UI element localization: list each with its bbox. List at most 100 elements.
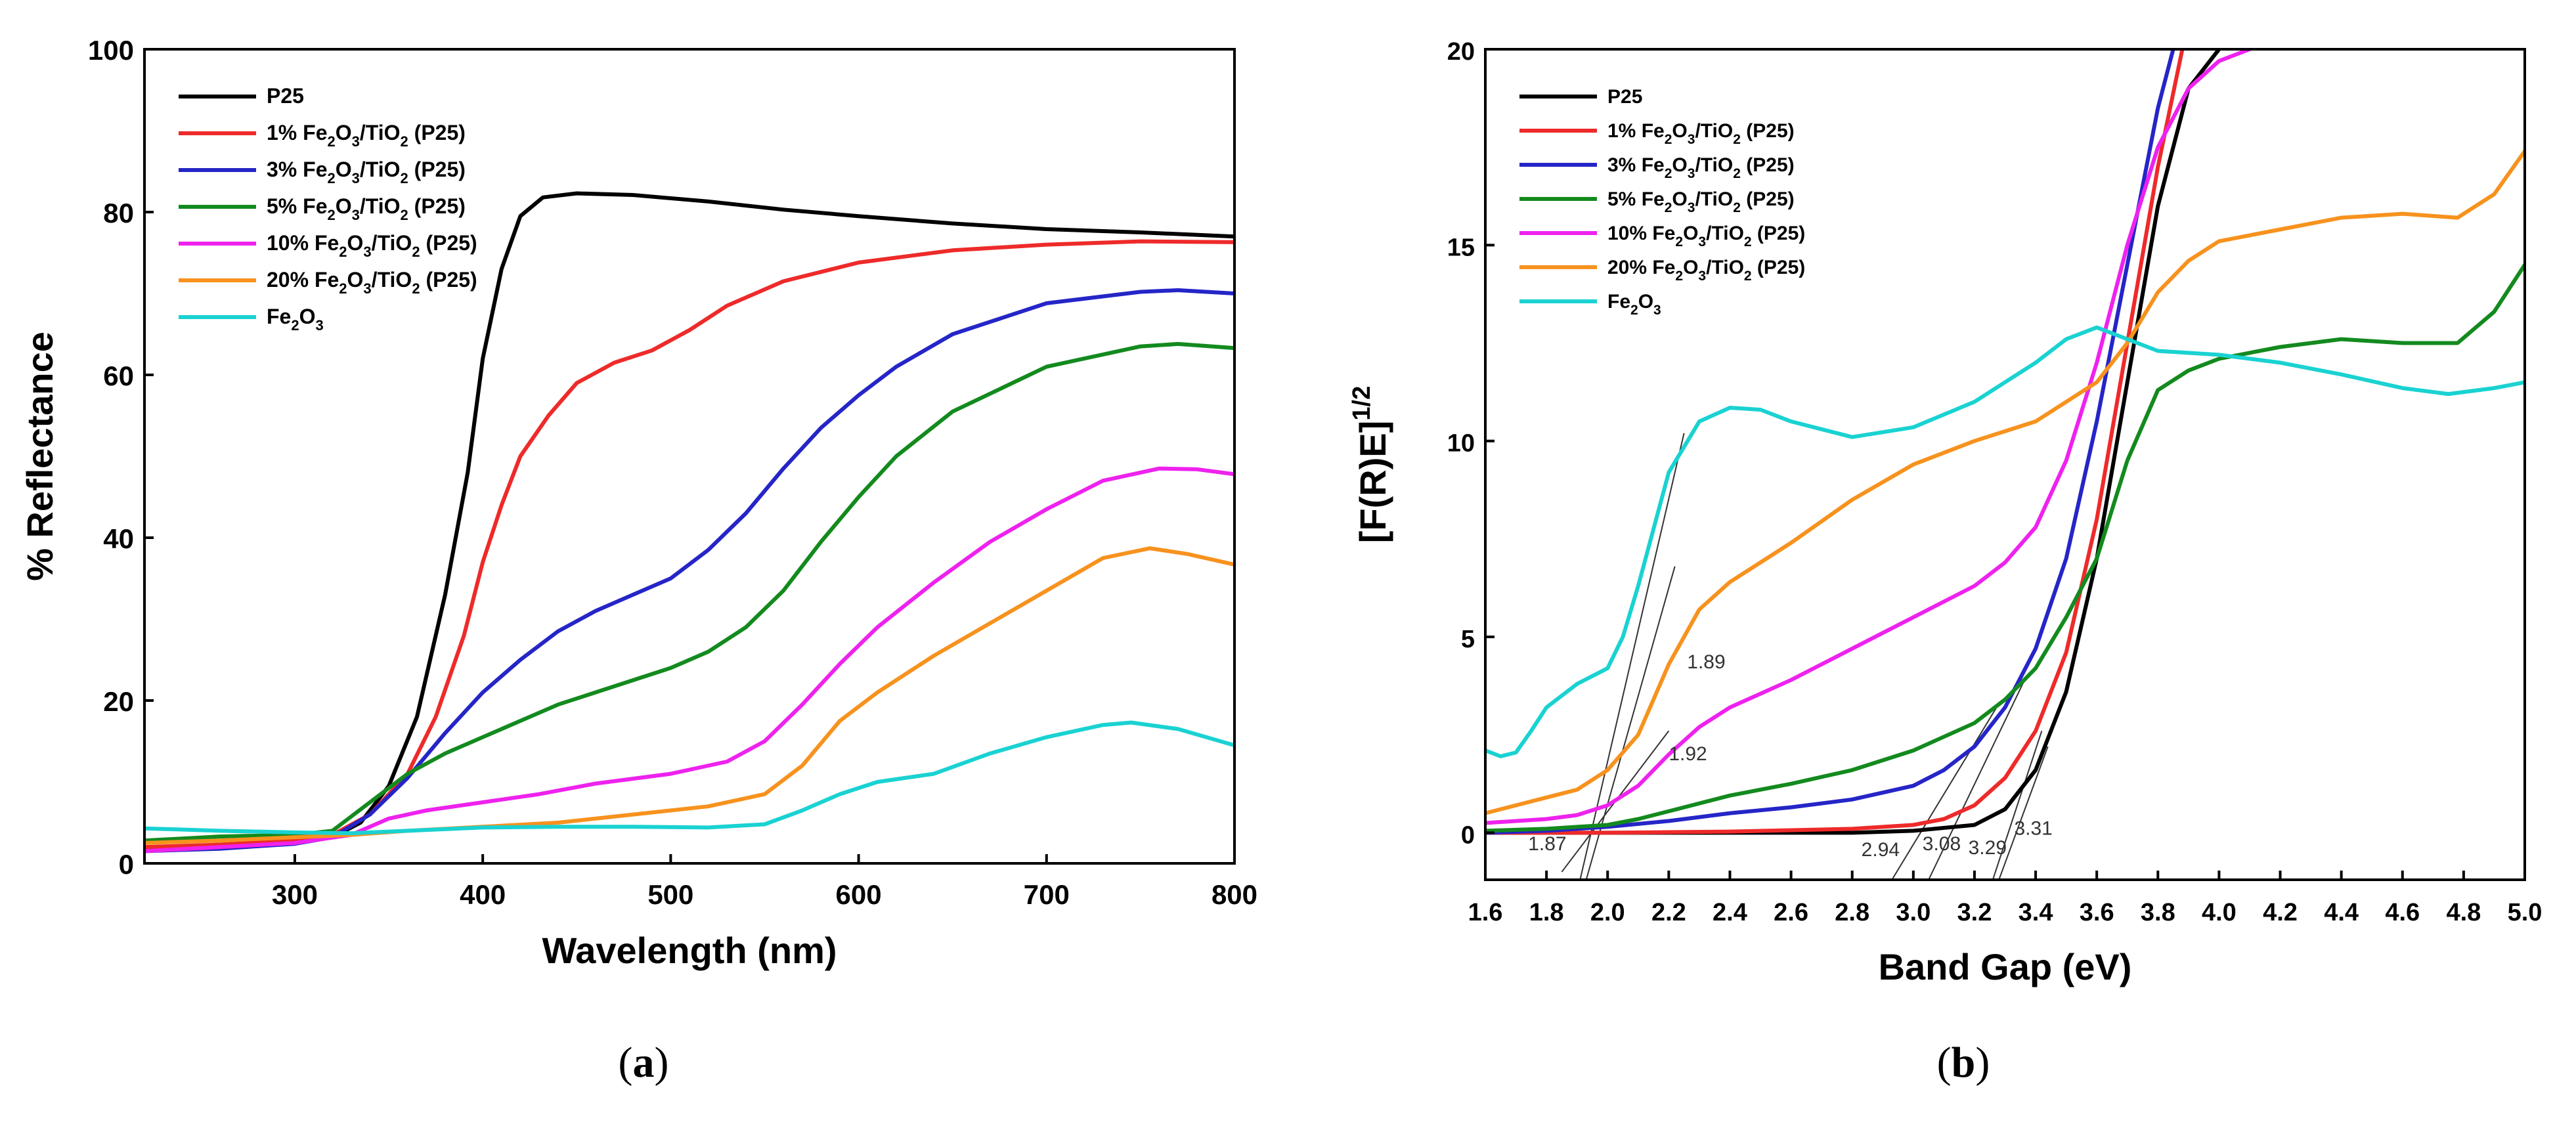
legend-label-fe2o3: Fe2O3 — [1607, 291, 1661, 318]
band-gap-annotation: 3.29 — [1969, 837, 2007, 859]
legend-label-part: (P25) — [408, 194, 466, 218]
legend-label-part: 3 — [1698, 234, 1706, 249]
band-gap-annotation: 2.94 — [1862, 839, 1900, 861]
y-tick-label: 20 — [1447, 38, 1475, 66]
legend-label-part: 3 — [315, 317, 323, 334]
legend-label-part: O — [299, 305, 316, 328]
legend-label-part: 2 — [339, 280, 347, 297]
x-tick-label: 700 — [1024, 879, 1070, 910]
legend-label-part: 3% Fe — [267, 158, 327, 181]
legend-label-20-fe2o3-tio2-p25: 20% Fe2O3/TiO2 (P25) — [267, 268, 477, 297]
y-tick-label: 15 — [1447, 234, 1475, 261]
y-tick-label: 10 — [1447, 430, 1475, 458]
tangent-line-1 — [1579, 433, 1685, 880]
x-tick-label: 3.0 — [1896, 899, 1931, 926]
series-line-10-fe2o3-tio2-p25 — [144, 466, 1234, 854]
x-tick-label: 3.8 — [2141, 899, 2175, 926]
y-axis-label-text: [F(R)E] — [1352, 421, 1393, 544]
legend-label-part: 10% Fe — [1607, 223, 1675, 244]
x-tick-label: 1.6 — [1468, 899, 1503, 926]
x-tick-label: 4.0 — [2202, 899, 2237, 926]
x-tick-label: 3.4 — [2019, 899, 2053, 926]
legend-label-part: /TiO — [372, 268, 412, 292]
legend-label-part: /TiO — [1695, 154, 1733, 176]
series-line-1-fe2o3-tio2-p25 — [1485, 49, 2185, 835]
legend-label-5-fe2o3-tio2-p25: 5% Fe2O3/TiO2 (P25) — [267, 194, 466, 223]
x-tick-label: 400 — [460, 879, 506, 910]
series-lines — [144, 191, 1234, 854]
legend-label-part: 2 — [1675, 234, 1683, 249]
legend-label-p25: P25 — [1607, 86, 1642, 108]
legend-label-part: 3 — [352, 170, 360, 186]
legend-label-part: 2 — [401, 207, 408, 223]
tangent-line-5 — [1928, 676, 2027, 880]
band-gap-annotation: 3.31 — [2014, 817, 2052, 839]
x-tick-label: 4.2 — [2263, 899, 2298, 926]
legend-label-5-fe2o3-tio2-p25: 5% Fe2O3/TiO2 (P25) — [1607, 188, 1795, 215]
legend-label-part: 3 — [1653, 303, 1661, 318]
panel-a-caption: (a) — [619, 1039, 669, 1087]
y-tick-label: 0 — [1461, 821, 1475, 849]
plot-frame — [143, 48, 1236, 865]
x-tick-label: 1.8 — [1529, 899, 1564, 926]
y-tick-label: 100 — [88, 35, 134, 66]
legend-label-part: O — [336, 194, 352, 218]
legend-label-part: Fe — [1607, 291, 1630, 313]
legend-label-part: 2 — [1665, 132, 1672, 147]
legend-label-part: /TiO — [360, 158, 401, 181]
legend-label-part: 3 — [1688, 200, 1695, 215]
legend-label-part: 2 — [1675, 269, 1683, 284]
legend-label-part: (P25) — [1752, 223, 1806, 244]
series-line-5-fe2o3-tio2-p25 — [1485, 263, 2525, 833]
x-tick-label: 5.0 — [2508, 899, 2543, 926]
x-tick-label: 3.6 — [2080, 899, 2114, 926]
legend-label-part: O — [347, 231, 364, 255]
y-tick-label: 20 — [103, 686, 134, 717]
legend-label-part: 20% Fe — [1607, 257, 1675, 278]
legend-label-part: 3 — [1688, 166, 1695, 181]
legend-label-part: (P25) — [408, 121, 466, 144]
y-axis-label-text: % Reflectance — [19, 332, 60, 581]
legend-label-10-fe2o3-tio2-p25: 10% Fe2O3/TiO2 (P25) — [267, 231, 477, 260]
x-tick-label: 2.8 — [1835, 899, 1869, 926]
x-axis-label: Wavelength (nm) — [542, 930, 837, 971]
legend-label-1-fe2o3-tio2-p25: 1% Fe2O3/TiO2 (P25) — [267, 121, 466, 150]
legend-label-fe2o3: Fe2O3 — [267, 305, 324, 334]
legend-label-3-fe2o3-tio2-p25: 3% Fe2O3/TiO2 (P25) — [267, 158, 466, 186]
series-line-20-fe2o3-tio2-p25 — [1485, 149, 2525, 815]
legend-label-part: 3 — [352, 133, 360, 150]
legend-label-part: 2 — [1744, 234, 1752, 249]
legend-label-part: 1% Fe — [267, 121, 327, 144]
y-axis-label: [F(R)E]1/2 — [1348, 386, 1393, 543]
legend-label-part: 2 — [412, 244, 420, 260]
x-tick-label: 2.2 — [1651, 899, 1686, 926]
legend-label-part: 3 — [1698, 269, 1706, 284]
legend-label-part: 2 — [1733, 166, 1741, 181]
legend-label-part: /TiO — [372, 231, 412, 255]
x-tick-label: 3.2 — [1957, 899, 1992, 926]
legend-label-part: 3% Fe — [1607, 154, 1665, 176]
tangent-line-6 — [1992, 730, 2043, 880]
legend-label-part: /TiO — [1695, 188, 1733, 210]
legend-label-part: 10% Fe — [267, 231, 339, 255]
legend-label-part: O — [347, 268, 364, 292]
legend-label-part: O — [336, 158, 352, 181]
tangent-line-4 — [1891, 702, 2000, 880]
series-line-3-fe2o3-tio2-p25 — [144, 288, 1234, 854]
legend-label-part: P25 — [267, 84, 304, 108]
legend-label-part: 1% Fe — [1607, 120, 1665, 142]
legend-label-part: O — [336, 121, 352, 144]
x-tick-label: 2.0 — [1590, 899, 1625, 926]
legend-label-part: O — [1683, 257, 1698, 278]
x-tick-label: 500 — [647, 879, 693, 910]
y-tick-label: 80 — [103, 198, 134, 228]
legend-label-part: O — [1672, 154, 1687, 176]
legend-label-part: (P25) — [1752, 257, 1806, 278]
series-line-fe2o3 — [144, 720, 1234, 836]
x-tick-label: 800 — [1212, 879, 1257, 910]
legend-label-part: 3 — [352, 207, 360, 223]
series-line-10-fe2o3-tio2-p25 — [1485, 49, 2252, 825]
legend-label-part: 2 — [1630, 303, 1638, 318]
legend-label-part: (P25) — [420, 268, 477, 292]
